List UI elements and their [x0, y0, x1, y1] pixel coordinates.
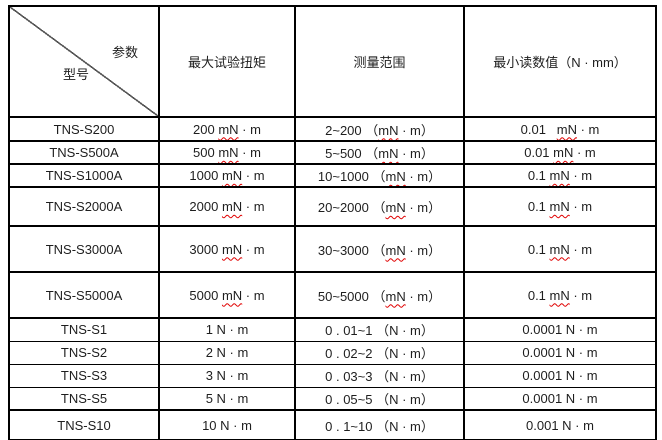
table-row: TNS-S1000A 1000 mN · m 10~1000 （mN · m） … — [8, 163, 657, 188]
cell-range: 0 . 03~3 （N · m） — [294, 363, 465, 388]
cell-model: TNS-S3000A — [8, 225, 160, 273]
cell-range: 0 . 01~1 （N · m） — [294, 317, 465, 342]
spellcheck-underline: mN — [556, 121, 577, 137]
cell-max-torque: 200 mN · m — [158, 116, 296, 142]
corner-header-cell: 参数 型号 — [8, 5, 160, 118]
table-row: TNS-S2 2 N · m 0 . 02~2 （N · m） 0.0001 N… — [8, 340, 657, 365]
table-row: TNS-S10 10 N · m 0 . 1~10 （N · m） 0.001 … — [8, 409, 657, 440]
table-row: TNS-S1 1 N · m 0 . 01~1 （N · m） 0.0001 N… — [8, 317, 657, 342]
cell-model: TNS-S10 — [8, 409, 160, 440]
corner-param-label: 参数 — [111, 45, 138, 60]
cell-model: TNS-S200 — [8, 116, 160, 142]
spellcheck-underline: mN — [221, 241, 243, 257]
cell-range: 0 . 05~5 （N · m） — [294, 386, 465, 411]
cell-min-reading: 0.0001 N · m — [463, 386, 657, 411]
table-row: TNS-S2000A 2000 mN · m 20~2000 （mN · m） … — [8, 186, 657, 227]
cell-range: 50~5000 （mN · m） — [294, 271, 465, 319]
spellcheck-underline: mN — [378, 122, 399, 138]
spellcheck-underline: mN — [218, 121, 239, 137]
table-row: TNS-S5000A 5000 mN · m 50~5000 （mN · m） … — [8, 271, 657, 319]
cell-min-reading: 0.1 mN · m — [463, 271, 657, 319]
cell-model: TNS-S1 — [8, 317, 160, 342]
cell-model: TNS-S3 — [8, 363, 160, 388]
cell-model: TNS-S1000A — [8, 163, 160, 188]
cell-max-torque: 1000 mN · m — [158, 163, 296, 188]
cell-min-reading: 0.001 N · m — [463, 409, 657, 440]
cell-min-reading: 0.1 mN · m — [463, 186, 657, 227]
table-row: TNS-S500A 500 mN · m 5~500 （mN · m） 0.01… — [8, 140, 657, 165]
spellcheck-underline: mN — [553, 145, 574, 160]
spellcheck-underline: mN — [385, 200, 406, 215]
spellcheck-underline: mN — [385, 242, 406, 258]
cell-min-reading: 0.0001 N · m — [463, 340, 657, 365]
cell-max-torque: 1 N · m — [158, 317, 296, 342]
header-range: 测量范围 — [294, 5, 465, 118]
cell-range: 0 . 1~10 （N · m） — [294, 409, 465, 440]
cell-min-reading: 0.0001 N · m — [463, 317, 657, 342]
cell-max-torque: 2 N · m — [158, 340, 296, 365]
cell-max-torque: 500 mN · m — [158, 140, 296, 165]
cell-model: TNS-S2000A — [8, 186, 160, 227]
spellcheck-underline: mN — [218, 145, 239, 160]
cell-max-torque: 5 N · m — [158, 386, 296, 411]
table-row: TNS-S3 3 N · m 0 . 03~3 （N · m） 0.0001 N… — [8, 363, 657, 388]
cell-max-torque: 10 N · m — [158, 409, 296, 440]
corner-model-label: 型号 — [63, 67, 90, 82]
spellcheck-underline: mN — [221, 287, 243, 303]
header-min-reading: 最小读数值（N · mm） — [463, 5, 657, 118]
cell-range: 20~2000 （mN · m） — [294, 186, 465, 227]
cell-max-torque: 2000 mN · m — [158, 186, 296, 227]
cell-range: 10~1000 （mN · m） — [294, 163, 465, 188]
cell-range: 5~500 （mN · m） — [294, 140, 465, 165]
cell-range: 30~3000 （mN · m） — [294, 225, 465, 273]
cell-model: TNS-S5 — [8, 386, 160, 411]
table-row: TNS-S3000A 3000 mN · m 30~3000 （mN · m） … — [8, 225, 657, 273]
spellcheck-underline: mN — [221, 168, 243, 183]
spellcheck-underline: mN — [385, 288, 406, 304]
cell-min-reading: 0.0001 N · m — [463, 363, 657, 388]
cell-range: 0 . 02~2 （N · m） — [294, 340, 465, 365]
table-row: TNS-S5 5 N · m 0 . 05~5 （N · m） 0.0001 N… — [8, 386, 657, 411]
spellcheck-underline: mN — [378, 146, 399, 161]
cell-min-reading: 0.1 mN · m — [463, 225, 657, 273]
spec-table: 参数 型号 最大试验扭矩 测量范围 最小读数值（N · mm） TNS-S200… — [8, 5, 657, 440]
spellcheck-underline: mN — [221, 199, 243, 214]
cell-range: 2~200 （mN · m） — [294, 116, 465, 142]
cell-max-torque: 5000 mN · m — [158, 271, 296, 319]
header-row: 参数 型号 最大试验扭矩 测量范围 最小读数值（N · mm） — [8, 5, 657, 118]
spellcheck-underline: mN — [549, 199, 570, 214]
spellcheck-underline: mN — [549, 168, 570, 183]
spellcheck-underline: mN — [549, 241, 570, 257]
header-max-torque: 最大试验扭矩 — [158, 5, 296, 118]
cell-min-reading: 0.01 mN · m — [463, 116, 657, 142]
cell-model: TNS-S2 — [8, 340, 160, 365]
cell-min-reading: 0.01 mN · m — [463, 140, 657, 165]
spellcheck-underline: mN — [385, 169, 406, 184]
table-row: TNS-S200 200 mN · m 2~200 （mN · m） 0.01 … — [8, 116, 657, 142]
spellcheck-underline: mN — [549, 287, 570, 303]
cell-min-reading: 0.1 mN · m — [463, 163, 657, 188]
cell-model: TNS-S5000A — [8, 271, 160, 319]
cell-model: TNS-S500A — [8, 140, 160, 165]
cell-max-torque: 3000 mN · m — [158, 225, 296, 273]
diagonal-divider: 参数 型号 — [11, 37, 157, 86]
cell-max-torque: 3 N · m — [158, 363, 296, 388]
